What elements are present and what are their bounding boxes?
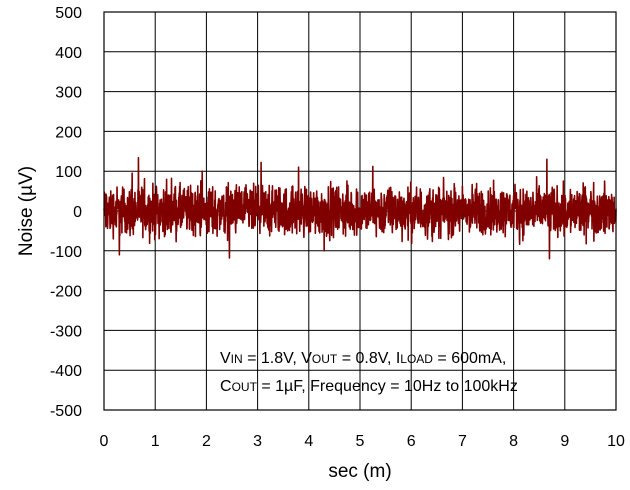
x-tick-label: 2 bbox=[202, 433, 211, 450]
annotation-text: = 1 bbox=[257, 378, 284, 395]
x-tick-label: 5 bbox=[356, 433, 365, 450]
x-axis-ticks: 0 1 2 3 4 5 6 7 8 9 10 bbox=[100, 433, 625, 450]
annotation-text: C bbox=[220, 378, 232, 395]
x-tick-label: 0 bbox=[100, 433, 109, 450]
annotation-line-1: VIN = 1.8V, VOUT = 0.8V, ILOAD = 600mA, bbox=[220, 350, 506, 367]
x-tick-label: 10 bbox=[607, 433, 625, 450]
y-axis-title: Noise (µV) bbox=[16, 166, 37, 256]
noise-series bbox=[103, 156, 617, 260]
x-tick-label: 7 bbox=[458, 433, 467, 450]
y-tick-label: 0 bbox=[73, 204, 82, 221]
y-tick-label: -100 bbox=[50, 244, 82, 261]
annotation-subscript: LOAD bbox=[400, 352, 433, 366]
y-tick-label: 400 bbox=[55, 45, 82, 62]
annotation-subscript: OUT bbox=[232, 380, 258, 394]
annotation-text: = 0.8V, I bbox=[337, 350, 400, 367]
annotation-text: µ bbox=[284, 378, 293, 395]
y-tick-label: -500 bbox=[50, 403, 82, 420]
conditions-annotation: VIN = 1.8V, VOUT = 0.8V, ILOAD = 600mA, … bbox=[220, 350, 518, 395]
annotation-subscript: IN bbox=[231, 352, 243, 366]
x-tick-label: 4 bbox=[304, 433, 313, 450]
y-tick-label: 500 bbox=[55, 5, 82, 22]
annotation-line-2: COUT = 1µF, Frequency = 10Hz to 100kHz bbox=[220, 378, 518, 395]
y-tick-label: 200 bbox=[55, 124, 82, 141]
annotation-subscript: OUT bbox=[312, 352, 338, 366]
y-tick-label: 300 bbox=[55, 85, 82, 102]
y-tick-label: -200 bbox=[50, 284, 82, 301]
y-tick-label: -300 bbox=[50, 323, 82, 340]
annotation-text: F, Frequency = 10Hz to 100kHz bbox=[293, 378, 518, 395]
y-tick-label: 100 bbox=[55, 164, 82, 181]
x-tick-label: 8 bbox=[509, 433, 518, 450]
annotation-text: V bbox=[220, 350, 231, 367]
x-axis-title: sec (m) bbox=[328, 461, 391, 482]
y-tick-label: -400 bbox=[50, 363, 82, 380]
annotation-text: = 1.8V, V bbox=[243, 350, 313, 367]
x-tick-label: 1 bbox=[151, 433, 160, 450]
noise-trace bbox=[103, 156, 617, 260]
x-tick-label: 6 bbox=[407, 433, 416, 450]
y-axis-ticks: 500 400 300 200 100 0 -100 -200 -300 -400 -500 bbox=[50, 5, 82, 420]
x-tick-label: 3 bbox=[253, 433, 262, 450]
plot-frame bbox=[103, 11, 617, 411]
x-tick-label: 9 bbox=[560, 433, 569, 450]
annotation-text: = 600mA, bbox=[433, 350, 506, 367]
